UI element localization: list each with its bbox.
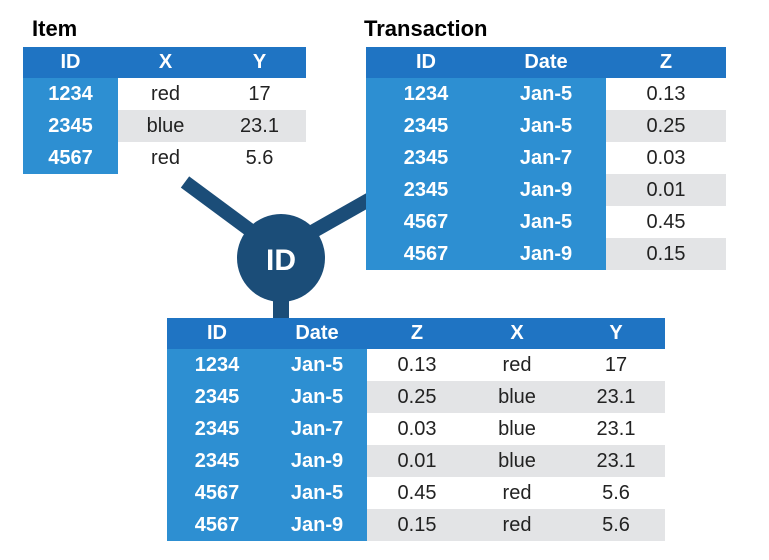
joined-cell-date: Jan-9 [267,445,367,477]
joined-header-y: Y [567,318,665,349]
joined-cell-date: Jan-5 [267,349,367,381]
joined-cell-y: 5.6 [567,477,665,509]
item-table-row: 1234 red 17 [23,78,306,110]
item-cell-y: 5.6 [213,142,306,174]
item-cell-id: 4567 [23,142,118,174]
item-cell-y: 17 [213,78,306,110]
item-table-row: 4567 red 5.6 [23,142,306,174]
transaction-cell-id: 2345 [366,110,486,142]
joined-cell-x: blue [467,381,567,413]
transaction-table-row: 1234 Jan-5 0.13 [366,78,726,110]
item-cell-id: 1234 [23,78,118,110]
joined-cell-id: 2345 [167,445,267,477]
item-header-y: Y [213,47,306,78]
joined-header-id: ID [167,318,267,349]
transaction-table-row: 4567 Jan-9 0.15 [366,238,726,270]
transaction-cell-id: 2345 [366,142,486,174]
transaction-cell-z: 0.15 [606,238,726,270]
joined-header-date: Date [267,318,367,349]
joined-table-row: 1234 Jan-5 0.13 red 17 [167,349,665,381]
transaction-cell-z: 0.01 [606,174,726,206]
transaction-table-row: 2345 Jan-7 0.03 [366,142,726,174]
transaction-cell-date: Jan-9 [486,174,606,206]
item-cell-x: red [118,142,213,174]
item-header-id: ID [23,47,118,78]
transaction-cell-z: 0.25 [606,110,726,142]
joined-cell-id: 2345 [167,381,267,413]
item-table-row: 2345 blue 23.1 [23,110,306,142]
joined-cell-id: 2345 [167,413,267,445]
joined-header-z: Z [367,318,467,349]
joined-cell-z: 0.15 [367,509,467,541]
connector-line-item [180,176,263,242]
joined-cell-y: 23.1 [567,445,665,477]
transaction-cell-z: 0.13 [606,78,726,110]
joined-cell-id: 4567 [167,477,267,509]
joined-cell-date: Jan-5 [267,477,367,509]
transaction-header-date: Date [486,47,606,78]
joined-cell-x: blue [467,413,567,445]
joined-cell-date: Jan-9 [267,509,367,541]
transaction-cell-date: Jan-7 [486,142,606,174]
connector-line-transaction [301,191,376,243]
item-table-title: Item [32,16,78,41]
transaction-cell-id: 1234 [366,78,486,110]
joined-cell-z: 0.45 [367,477,467,509]
item-cell-y: 23.1 [213,110,306,142]
joined-cell-y: 17 [567,349,665,381]
transaction-cell-id: 2345 [366,174,486,206]
item-header-row: ID X Y [23,47,306,78]
joined-cell-z: 0.01 [367,445,467,477]
transaction-cell-z: 0.03 [606,142,726,174]
joined-cell-date: Jan-7 [267,413,367,445]
joined-table: ID Date Z X Y 1234 Jan-5 0.13 red 17 2345 Jan-5 0.2… [167,318,665,541]
joined-cell-z: 0.13 [367,349,467,381]
joined-cell-y: 23.1 [567,413,665,445]
item-header-x: X [118,47,213,78]
item-table: ID X Y 1234 red 17 2345 blue 23.1 4567 red 5.6 [23,47,306,174]
item-cell-x: blue [118,110,213,142]
joined-cell-x: red [467,509,567,541]
joined-cell-z: 0.03 [367,413,467,445]
joined-cell-id: 4567 [167,509,267,541]
transaction-table: ID Date Z 1234 Jan-5 0.13 2345 Jan-5 0.25 2345 Ja… [366,47,726,270]
transaction-cell-date: Jan-5 [486,206,606,238]
joined-table-row: 4567 Jan-9 0.15 red 5.6 [167,509,665,541]
joined-table-row: 2345 Jan-5 0.25 blue 23.1 [167,381,665,413]
item-cell-x: red [118,78,213,110]
transaction-cell-id: 4567 [366,238,486,270]
joined-cell-id: 1234 [167,349,267,381]
joined-table-row: 2345 Jan-7 0.03 blue 23.1 [167,413,665,445]
joined-cell-x: red [467,349,567,381]
joined-cell-y: 23.1 [567,381,665,413]
transaction-header-id: ID [366,47,486,78]
transaction-cell-date: Jan-9 [486,238,606,270]
item-cell-id: 2345 [23,110,118,142]
transaction-table-row: 4567 Jan-5 0.45 [366,206,726,238]
join-key-label: ID [266,244,296,277]
transaction-table-row: 2345 Jan-9 0.01 [366,174,726,206]
joined-cell-y: 5.6 [567,509,665,541]
joined-cell-date: Jan-5 [267,381,367,413]
joined-table-row: 4567 Jan-5 0.45 red 5.6 [167,477,665,509]
joined-header-x: X [467,318,567,349]
transaction-header-row: ID Date Z [366,47,726,78]
transaction-cell-date: Jan-5 [486,110,606,142]
transaction-table-row: 2345 Jan-5 0.25 [366,110,726,142]
transaction-table-title: Transaction [364,16,488,41]
transaction-cell-z: 0.45 [606,206,726,238]
transaction-cell-date: Jan-5 [486,78,606,110]
joined-cell-z: 0.25 [367,381,467,413]
joined-header-row: ID Date Z X Y [167,318,665,349]
joined-table-row: 2345 Jan-9 0.01 blue 23.1 [167,445,665,477]
transaction-header-z: Z [606,47,726,78]
transaction-cell-id: 4567 [366,206,486,238]
joined-cell-x: red [467,477,567,509]
join-key-circle [237,214,325,302]
joined-cell-x: blue [467,445,567,477]
